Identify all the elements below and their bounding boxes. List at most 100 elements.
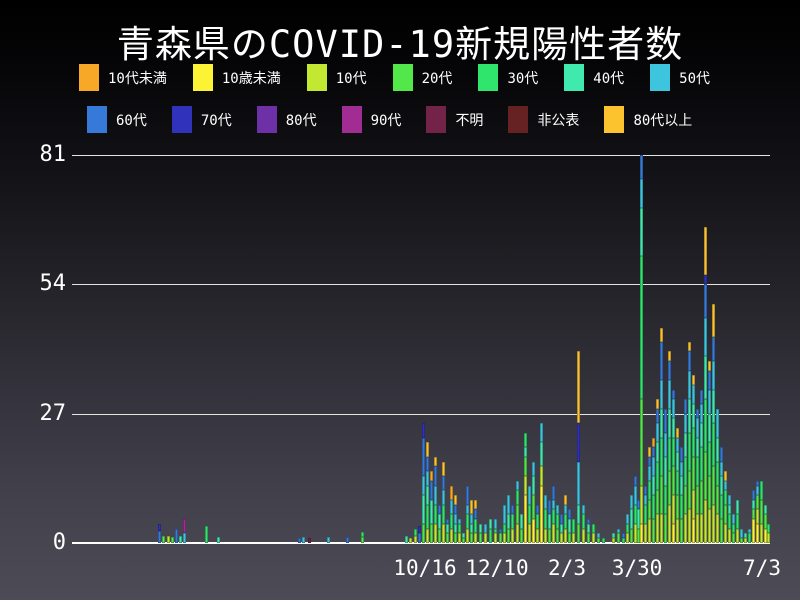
bar-segment: [430, 499, 433, 524]
bar: [418, 526, 421, 543]
bar-segment: [422, 437, 425, 476]
bar: [637, 499, 640, 543]
bar-segment: [474, 509, 477, 520]
bar-segment: [479, 533, 482, 543]
bar: [648, 447, 651, 543]
bar-segment: [552, 485, 555, 500]
bar: [524, 432, 527, 543]
bar-segment: [767, 523, 770, 534]
bar-segment: [708, 509, 711, 543]
bar-segment: [484, 523, 487, 534]
bar-segment: [560, 523, 563, 534]
bar-segment: [732, 523, 735, 534]
legend-item: 30代: [478, 64, 538, 91]
bar-segment: [536, 514, 539, 529]
x-tick-label: 12/10: [465, 556, 529, 580]
bar-segment: [676, 519, 679, 543]
bar: [503, 504, 506, 543]
legend-label: 10歳未満: [221, 70, 281, 87]
bar-segment: [587, 523, 590, 534]
bar-segment: [684, 514, 687, 543]
bar-segment: [430, 523, 433, 543]
bar-segment: [556, 504, 559, 515]
bar: [438, 504, 441, 543]
legend-label: 70代: [200, 112, 232, 129]
bar-segment: [728, 504, 731, 515]
bar-segment: [626, 533, 629, 543]
bar: [327, 537, 330, 543]
bar-segment: [499, 533, 502, 543]
bar-segment: [564, 514, 567, 529]
bar-segment: [724, 480, 727, 491]
bar-segment: [466, 528, 469, 543]
bar-segment: [564, 504, 567, 515]
bar-segment: [422, 523, 425, 543]
bar: [544, 495, 547, 543]
bar-segment: [648, 519, 651, 543]
bar-segment: [767, 533, 770, 543]
bar-segment: [724, 490, 727, 505]
bar-segment: [680, 461, 683, 476]
bar-segment: [732, 533, 735, 543]
y-tick-label: 27: [39, 400, 67, 426]
bar-segment: [532, 519, 535, 543]
bar-segment: [744, 533, 747, 539]
bar-segment: [474, 499, 477, 510]
bar-segment: [630, 509, 633, 529]
bar-segment: [692, 384, 695, 405]
bar-segment: [704, 226, 707, 275]
bar: [577, 351, 580, 543]
bar-segment: [637, 499, 640, 510]
bar-segment: [507, 514, 510, 529]
legend-swatch-icon: [564, 64, 585, 91]
bar: [708, 361, 711, 543]
legend-swatch-icon: [508, 106, 529, 133]
bar-segment: [582, 504, 585, 515]
bar-segment: [544, 495, 547, 510]
bar-segment: [532, 475, 535, 496]
bar: [540, 423, 543, 543]
bar-segment: [656, 514, 659, 543]
bar-segment: [680, 495, 683, 520]
bar: [748, 528, 751, 543]
legend-swatch-icon: [650, 64, 671, 91]
bar-segment: [704, 499, 707, 543]
bar-segment: [503, 504, 506, 524]
bar-segment: [634, 523, 637, 543]
bar-segment: [736, 499, 739, 515]
bar-segment: [744, 538, 747, 543]
bar-segment: [426, 471, 429, 486]
bar-segment: [656, 461, 659, 491]
legend-swatch-icon: [306, 64, 327, 91]
bar: [548, 499, 551, 543]
bar-segment: [462, 533, 465, 539]
bar-segment: [760, 499, 763, 524]
bar-segment: [644, 485, 647, 496]
bar-segment: [426, 485, 429, 505]
legend-label: 80代以上: [633, 112, 693, 129]
bar: [660, 327, 663, 543]
bar-segment: [626, 514, 629, 524]
bar-segment: [672, 466, 675, 496]
bar-segment: [560, 514, 563, 524]
bar-segment: [728, 514, 731, 529]
bar-segment: [692, 490, 695, 520]
bar-segment: [434, 523, 437, 543]
bar-segment: [668, 437, 671, 472]
bar-segment: [617, 533, 620, 543]
bar-segment: [434, 504, 437, 524]
bar: [572, 519, 575, 543]
legend-item: 80代: [256, 106, 317, 133]
bar-segment: [688, 399, 691, 433]
bar-segment: [692, 428, 695, 457]
bar-segment: [640, 155, 643, 179]
bar: [736, 499, 739, 543]
legend-label: 90代: [370, 112, 402, 129]
bar-segment: [528, 523, 531, 543]
bar-segment: [470, 523, 473, 534]
bar-segment: [470, 533, 473, 543]
bar-segment: [668, 351, 671, 362]
bar-segment: [664, 514, 667, 543]
legend-swatch-icon: [171, 106, 192, 133]
bar-segment: [756, 485, 759, 496]
